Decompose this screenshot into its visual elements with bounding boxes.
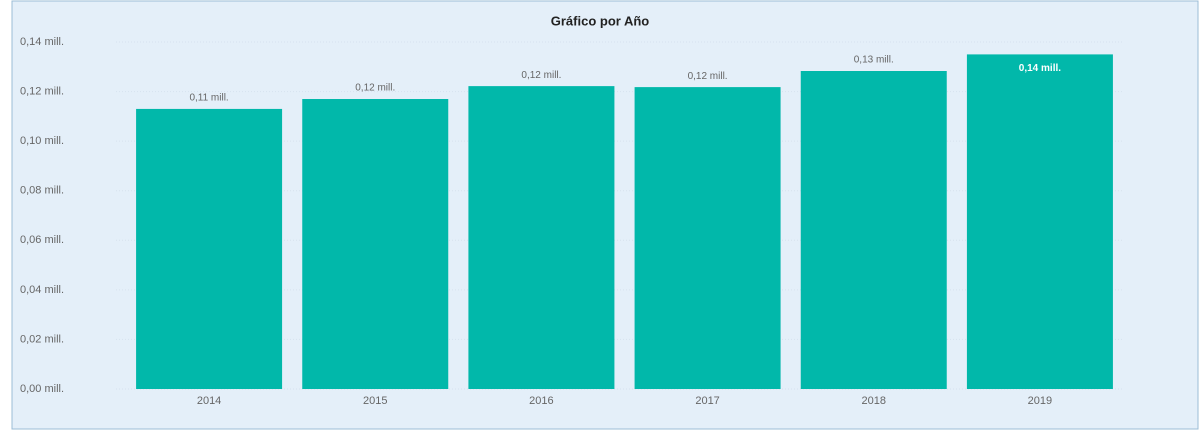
bar: [966, 54, 1113, 390]
y-tick-label: 0,00 mill.: [20, 383, 64, 395]
x-tick-label: 2014: [197, 395, 221, 407]
y-tick-label: 0,04 mill.: [20, 284, 64, 296]
data-label: 0,14 mill.: [1019, 63, 1061, 74]
x-tick-label: 2019: [1028, 395, 1052, 407]
y-tick-label: 0,02 mill.: [20, 333, 64, 345]
y-tick-label: 0,10 mill.: [20, 135, 64, 147]
bar: [634, 87, 781, 390]
data-label: 0,13 mill.: [854, 55, 894, 66]
y-tick-label: 0,14 mill.: [20, 36, 64, 48]
x-tick-label: 2017: [695, 395, 719, 407]
data-label: 0,12 mill.: [688, 71, 728, 82]
x-tick-label: 2016: [529, 395, 553, 407]
bar: [302, 99, 449, 389]
chart-title: Gráfico por Año: [551, 13, 650, 28]
bar: [468, 86, 615, 390]
x-tick-label: 2015: [363, 395, 387, 407]
data-label: 0,11 mill.: [189, 93, 228, 104]
y-tick-label: 0,08 mill.: [20, 185, 64, 197]
bar: [136, 108, 283, 390]
y-tick-label: 0,12 mill.: [20, 85, 64, 97]
x-tick-label: 2018: [862, 395, 886, 407]
data-label: 0,12 mill.: [355, 83, 395, 94]
bar: [800, 70, 947, 390]
y-tick-label: 0,06 mill.: [20, 234, 64, 246]
data-label: 0,12 mill.: [521, 70, 561, 81]
